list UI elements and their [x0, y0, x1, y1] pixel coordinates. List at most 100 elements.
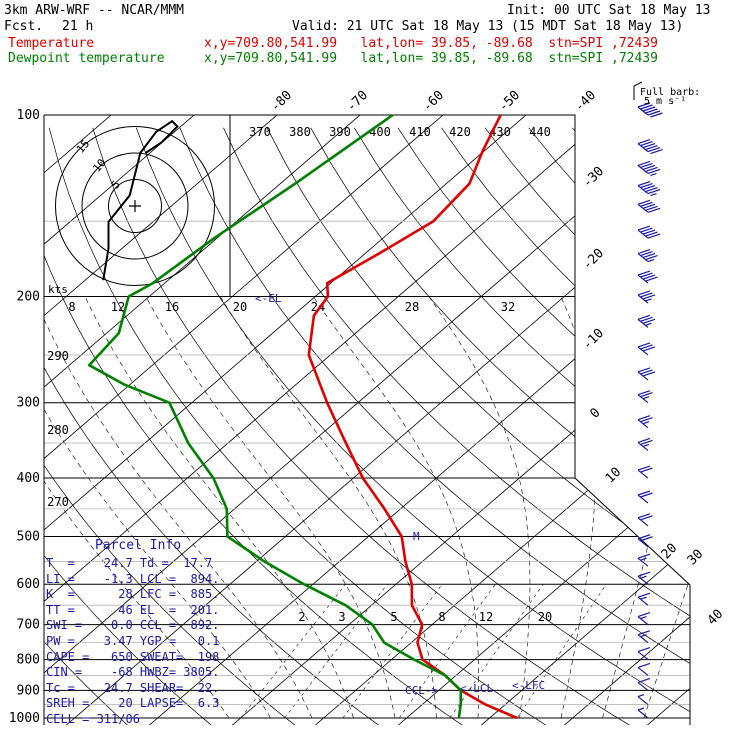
wind-barb [637, 677, 651, 691]
parcel-info-row: LI = -1.3 LCL = 894. [46, 571, 220, 586]
dry-adiabat-line [615, 127, 690, 725]
hodograph-ring-label: 15 [74, 137, 92, 156]
moist-adiabat-line [560, 296, 597, 719]
wind-barb [637, 102, 663, 118]
init-time: Init: 00 UTC Sat 18 May 13 [507, 3, 711, 18]
theta-label: 440 [529, 125, 551, 139]
hodograph-ring [81, 152, 189, 260]
parcel-info-row: SWI = 0.0 CCL = 892. [46, 618, 220, 633]
forecast-label: Fcst. [4, 19, 44, 34]
parcel-info-row: CELL = 311/06 [46, 711, 140, 726]
moist-adiabat-line [145, 296, 396, 719]
dry-adiabat-line [44, 127, 50, 725]
dry-adiabat-line [266, 127, 690, 725]
wind-barb [637, 342, 656, 356]
wind-barb [637, 270, 658, 284]
wind-barb [637, 662, 651, 676]
wind-barb [637, 225, 661, 239]
moist-adiabat-line [44, 296, 313, 719]
wind-barb [637, 314, 656, 328]
pressure-label: 500 [17, 529, 40, 544]
pressure-label: 700 [17, 618, 40, 633]
wind-barb [637, 160, 661, 177]
theta-label: 370 [249, 125, 271, 139]
wind-barb [637, 248, 658, 263]
isotherm-line [44, 115, 393, 725]
mixing-ratio-line [342, 584, 443, 719]
isotherm-line [44, 115, 476, 725]
moist-adiabat-line [84, 296, 354, 719]
isotherm-line [44, 115, 642, 725]
wind-barb [637, 592, 651, 606]
dewpoint-legend: Dewpoint temperature [8, 51, 165, 66]
wind-barb [637, 707, 649, 719]
parcel-info-panel: Parcel Info T = 24.7 Td = 17.7 LI = -1.3 … [46, 538, 230, 728]
isotherm-line [44, 115, 227, 725]
dry-adiabat-line [223, 127, 690, 725]
moist-adiabat-line [312, 296, 479, 719]
mixing-ratio-label: 5 [390, 610, 397, 624]
wind-barb [637, 630, 651, 644]
parcel-info-row: T = 24.7 Td = 17.7 [46, 556, 213, 570]
isotherm-line [727, 87, 740, 728]
pressure-label: 800 [17, 653, 40, 668]
theta-label: 400 [369, 125, 391, 139]
isotherm-right-label: 30 [685, 547, 707, 569]
el-marker: <-EL [255, 292, 282, 305]
isotherm-right-label: 10 [603, 465, 625, 487]
parcel-info-row: CAPE = 650 SWEAT= 198 [46, 649, 220, 664]
parcel-info-row: PW = 3.47 YGP = 0.1 [46, 633, 220, 648]
dry-adiabat-line [441, 127, 690, 725]
isotherm-line [477, 115, 690, 725]
pressure-label: 200 [17, 290, 40, 305]
dry-adiabat-line [44, 127, 135, 725]
theta-label: 270 [47, 495, 69, 509]
wind-barb [637, 693, 649, 706]
lfc-marker: <-LFC [512, 679, 545, 692]
wind-barb [637, 390, 653, 404]
dry-adiabat-line [44, 127, 303, 725]
wind-barb [637, 490, 653, 504]
theta-label: 380 [289, 125, 311, 139]
hodograph-center-icon [129, 200, 141, 212]
isotherm-top-label: -40 [572, 88, 599, 115]
mixing-ratio-label: 32 [501, 300, 515, 314]
dry-adiabat-line [484, 127, 690, 725]
wind-barb [637, 646, 651, 661]
theta-label: 280 [47, 423, 69, 437]
dry-adiabat-line [179, 127, 690, 725]
isotherm-line [145, 115, 690, 725]
temperature-curve [307, 115, 518, 720]
lcl-marker: <-LCL [460, 682, 493, 695]
moist-adiabat-line [643, 296, 690, 719]
hodograph-ring-label: 10 [90, 156, 108, 175]
pressure-label: 100 [17, 108, 40, 123]
wind-barb [637, 513, 653, 527]
barb-legend-units: 5 m s⁻¹ [644, 96, 686, 107]
dry-adiabat-line [135, 127, 690, 725]
theta-label: 390 [329, 125, 351, 139]
hodograph-trace [102, 119, 179, 281]
valid-time: Valid: 21 UTC Sat 18 May 13 (15 MDT Sat … [292, 19, 684, 34]
temperature-point-info: x,y=709.80,541.99 lat,lon= 39.85, -89.68… [204, 36, 658, 51]
wind-barb [637, 139, 663, 155]
mixing-ratio-line [449, 584, 544, 719]
parcel-info-row: TT = 46 EL = 201. [46, 602, 220, 617]
dry-adiabat-line [572, 127, 690, 725]
mixing-ratio-label: 28 [405, 300, 419, 314]
mixing-ratio-line [240, 584, 346, 719]
isotherm-line [643, 115, 690, 725]
mixing-ratio-label: 2 [298, 610, 305, 624]
isotherm-top-label: -80 [268, 88, 295, 115]
isotherm-right-label: -30 [580, 164, 607, 191]
ccl-marker: CCL-> [405, 684, 438, 697]
wind-barb [637, 612, 651, 626]
hodograph-units: kts [48, 283, 68, 296]
isotherm-right-label: 40 [705, 607, 727, 629]
hodograph-ring [108, 179, 162, 233]
hodograph-ring-label: 5 [109, 178, 123, 191]
dry-adiabat-line [310, 127, 690, 725]
isotherm-right-label: -10 [580, 326, 607, 353]
isotherm-line [394, 115, 690, 725]
